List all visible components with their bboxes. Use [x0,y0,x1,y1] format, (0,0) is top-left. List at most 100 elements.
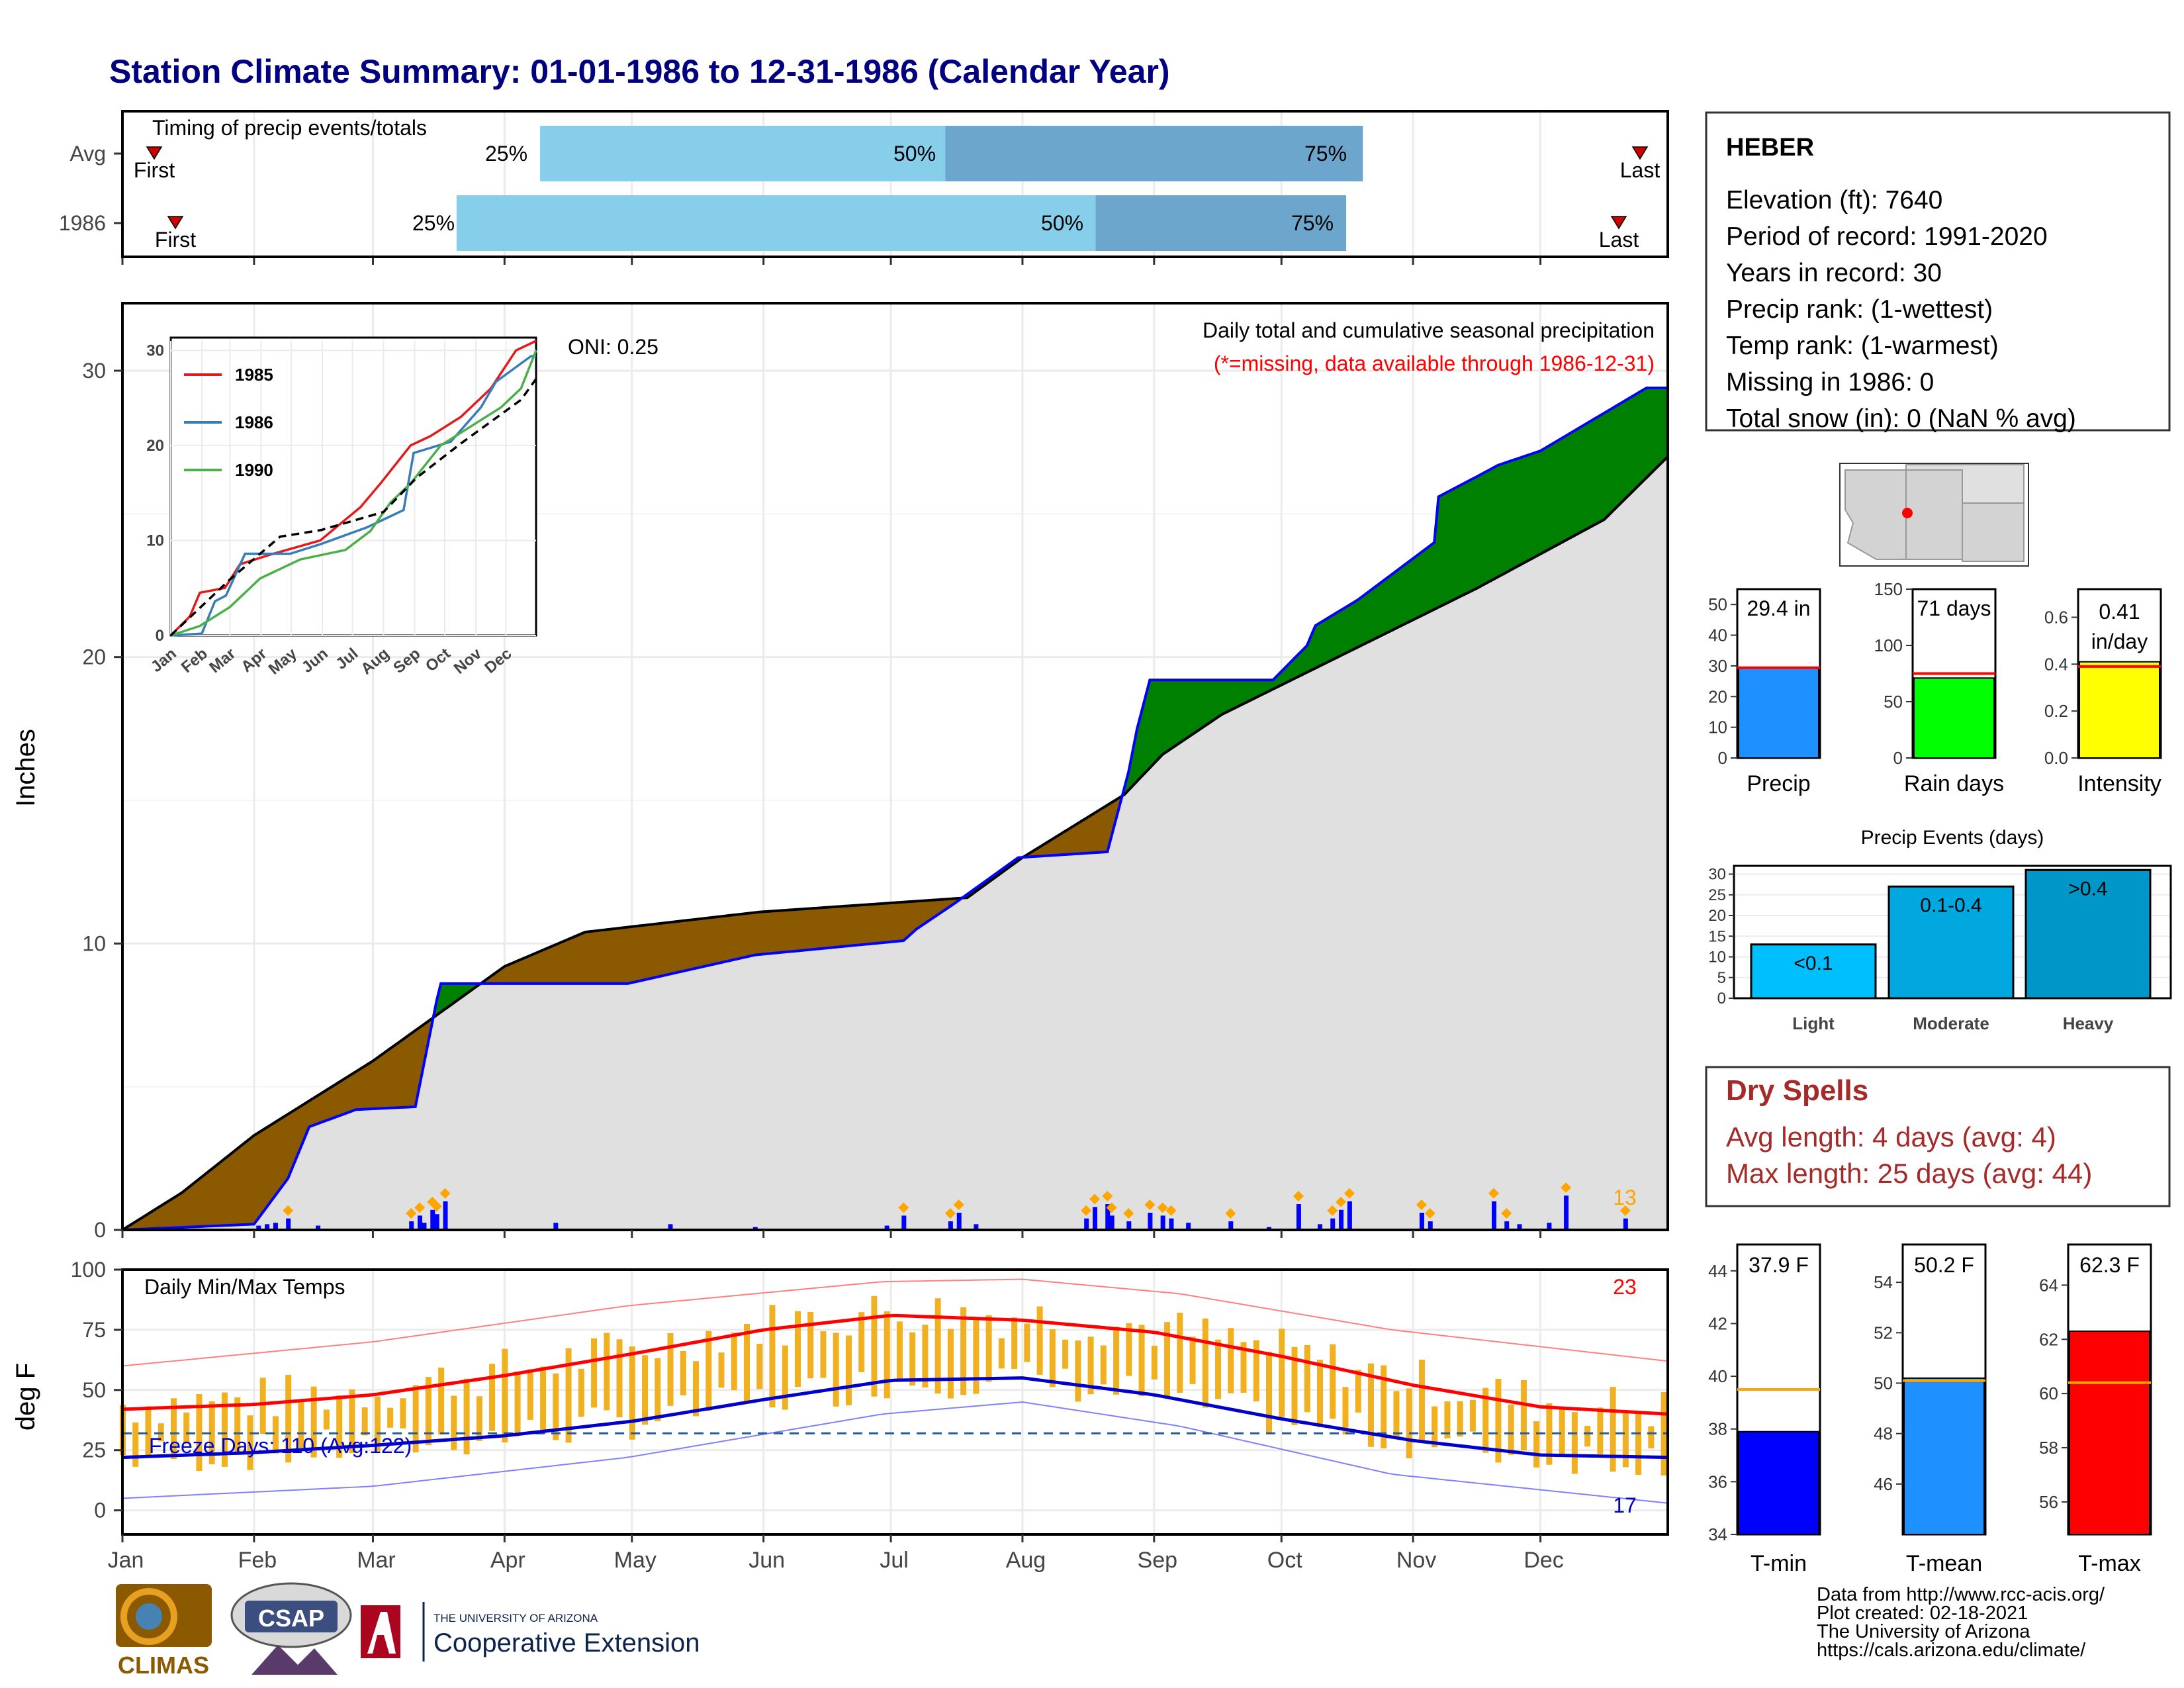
daily-temp-range-bar [234,1397,241,1454]
departure-fill [1221,679,1227,716]
extreme-event-marker [1106,1202,1117,1213]
departure-fill [224,1154,229,1226]
daily-temp-range-bar [412,1385,419,1453]
daily-temp-range-bar [1355,1370,1361,1413]
daily-temp-range-bar [858,1312,865,1372]
temp-tick-label: 40 [1708,1366,1727,1386]
timing-row-avg: Avg [69,142,106,165]
departure-fill [1315,622,1320,669]
departure-fill [1472,476,1477,591]
summary-tick-label: 100 [1874,635,1903,655]
extreme-event-marker [414,1202,426,1213]
departure-fill [1582,422,1588,532]
daily-temp-range-bar [680,1350,686,1395]
departure-fill [1502,461,1507,575]
daily-temp-range-bar [1584,1425,1591,1447]
departure-fill [878,903,883,944]
summary-tick-label: 10 [1708,718,1727,737]
departure-fill [521,957,526,984]
departure-fill [385,1048,390,1109]
departure-fill [563,939,569,984]
summary-value-unit: in/day [2091,630,2148,653]
departure-fill [801,908,807,951]
daily-temp-range-bar [769,1305,776,1408]
daily-precip-bar [265,1224,270,1230]
daily-temp-range-bar [374,1396,381,1451]
temp-summary-value: 62.3 F [2079,1253,2140,1277]
departure-fill [1243,679,1248,705]
summary-tick-label: 30 [1708,656,1727,676]
timing-1986-q25: 25% [412,211,455,235]
departure-fill [555,942,561,984]
departure-fill [670,921,675,975]
departure-fill [236,1145,242,1225]
departure-fill [1527,453,1533,562]
daily-temp-range-bar [400,1398,406,1429]
timing-1986-q50: 50% [1041,211,1083,235]
departure-fill [190,1182,195,1228]
daily-temp-range-bar [514,1371,521,1434]
daily-precip-bar [1347,1201,1352,1230]
departure-fill [852,905,858,946]
daily-temp-range-bar [884,1311,890,1399]
summary-tick-label: 50 [1708,594,1727,614]
departure-fill [568,937,573,984]
departure-fill [1463,480,1469,596]
departure-fill [674,921,679,974]
departure-fill [797,908,802,952]
departure-fill [164,1199,170,1229]
departure-fill [1430,541,1435,612]
daily-temp-range-bar [973,1318,979,1394]
temp-title: Daily Min/Max Temps [144,1275,345,1299]
departure-fill [1238,679,1244,707]
temp-tick-label: 62 [2039,1329,2058,1349]
inset-legend-label: 1985 [235,365,273,385]
daily-temp-range-bar [1533,1421,1540,1468]
departure-fill [1659,387,1664,466]
departure-fill [440,983,446,1013]
departure-fill [788,909,794,953]
events-tick-label: 25 [1708,886,1726,904]
departure-fill [793,909,798,952]
normal-tmin-line [122,1376,1668,1460]
temp-ytick-label: 50 [82,1378,106,1402]
departure-fill [1395,567,1401,629]
departure-fill [1077,820,1083,855]
normal-cumulative-area [122,456,1668,1230]
departure-fill [763,911,768,955]
precip-ytick-label: 0 [94,1218,106,1242]
temp-ytick-label: 75 [82,1318,106,1342]
csap-logo: CSAP [230,1582,352,1675]
temp-tick-label: 48 [1874,1424,1893,1444]
departure-fill [593,930,598,984]
daily-precip-bar [422,1223,427,1230]
departure-fill [529,953,535,984]
climas-logo-text: CLIMAS [118,1652,209,1679]
temp-summary-bar [2069,1330,2150,1535]
departure-fill [1217,679,1222,718]
departure-fill [1353,599,1359,650]
daily-precip-bar [434,1214,439,1230]
daily-temp-range-bar [1126,1323,1132,1376]
departure-fill [279,1116,285,1191]
daily-temp-range-bar [731,1333,737,1391]
daily-precip-bar [443,1201,448,1230]
daily-precip-bar [1105,1204,1111,1230]
departure-fill [754,912,760,956]
departure-fill [1421,548,1426,616]
location-map [1839,463,2029,567]
departure-fill [1484,469,1490,585]
departure-fill [533,951,539,984]
departure-fill [916,900,921,930]
departure-fill [584,931,590,984]
oni-value: ONI: 0.25 [568,335,659,359]
departure-fill [1323,617,1329,665]
departure-fill [1569,430,1575,539]
departure-fill [1540,447,1545,555]
departure-fill [1103,804,1108,853]
departure-fill [355,1068,361,1110]
departure-fill [848,905,853,947]
temp-month-label: Apr [490,1548,525,1573]
events-tick-label: 15 [1708,927,1726,945]
daily-temp-range-bar [1100,1345,1107,1385]
